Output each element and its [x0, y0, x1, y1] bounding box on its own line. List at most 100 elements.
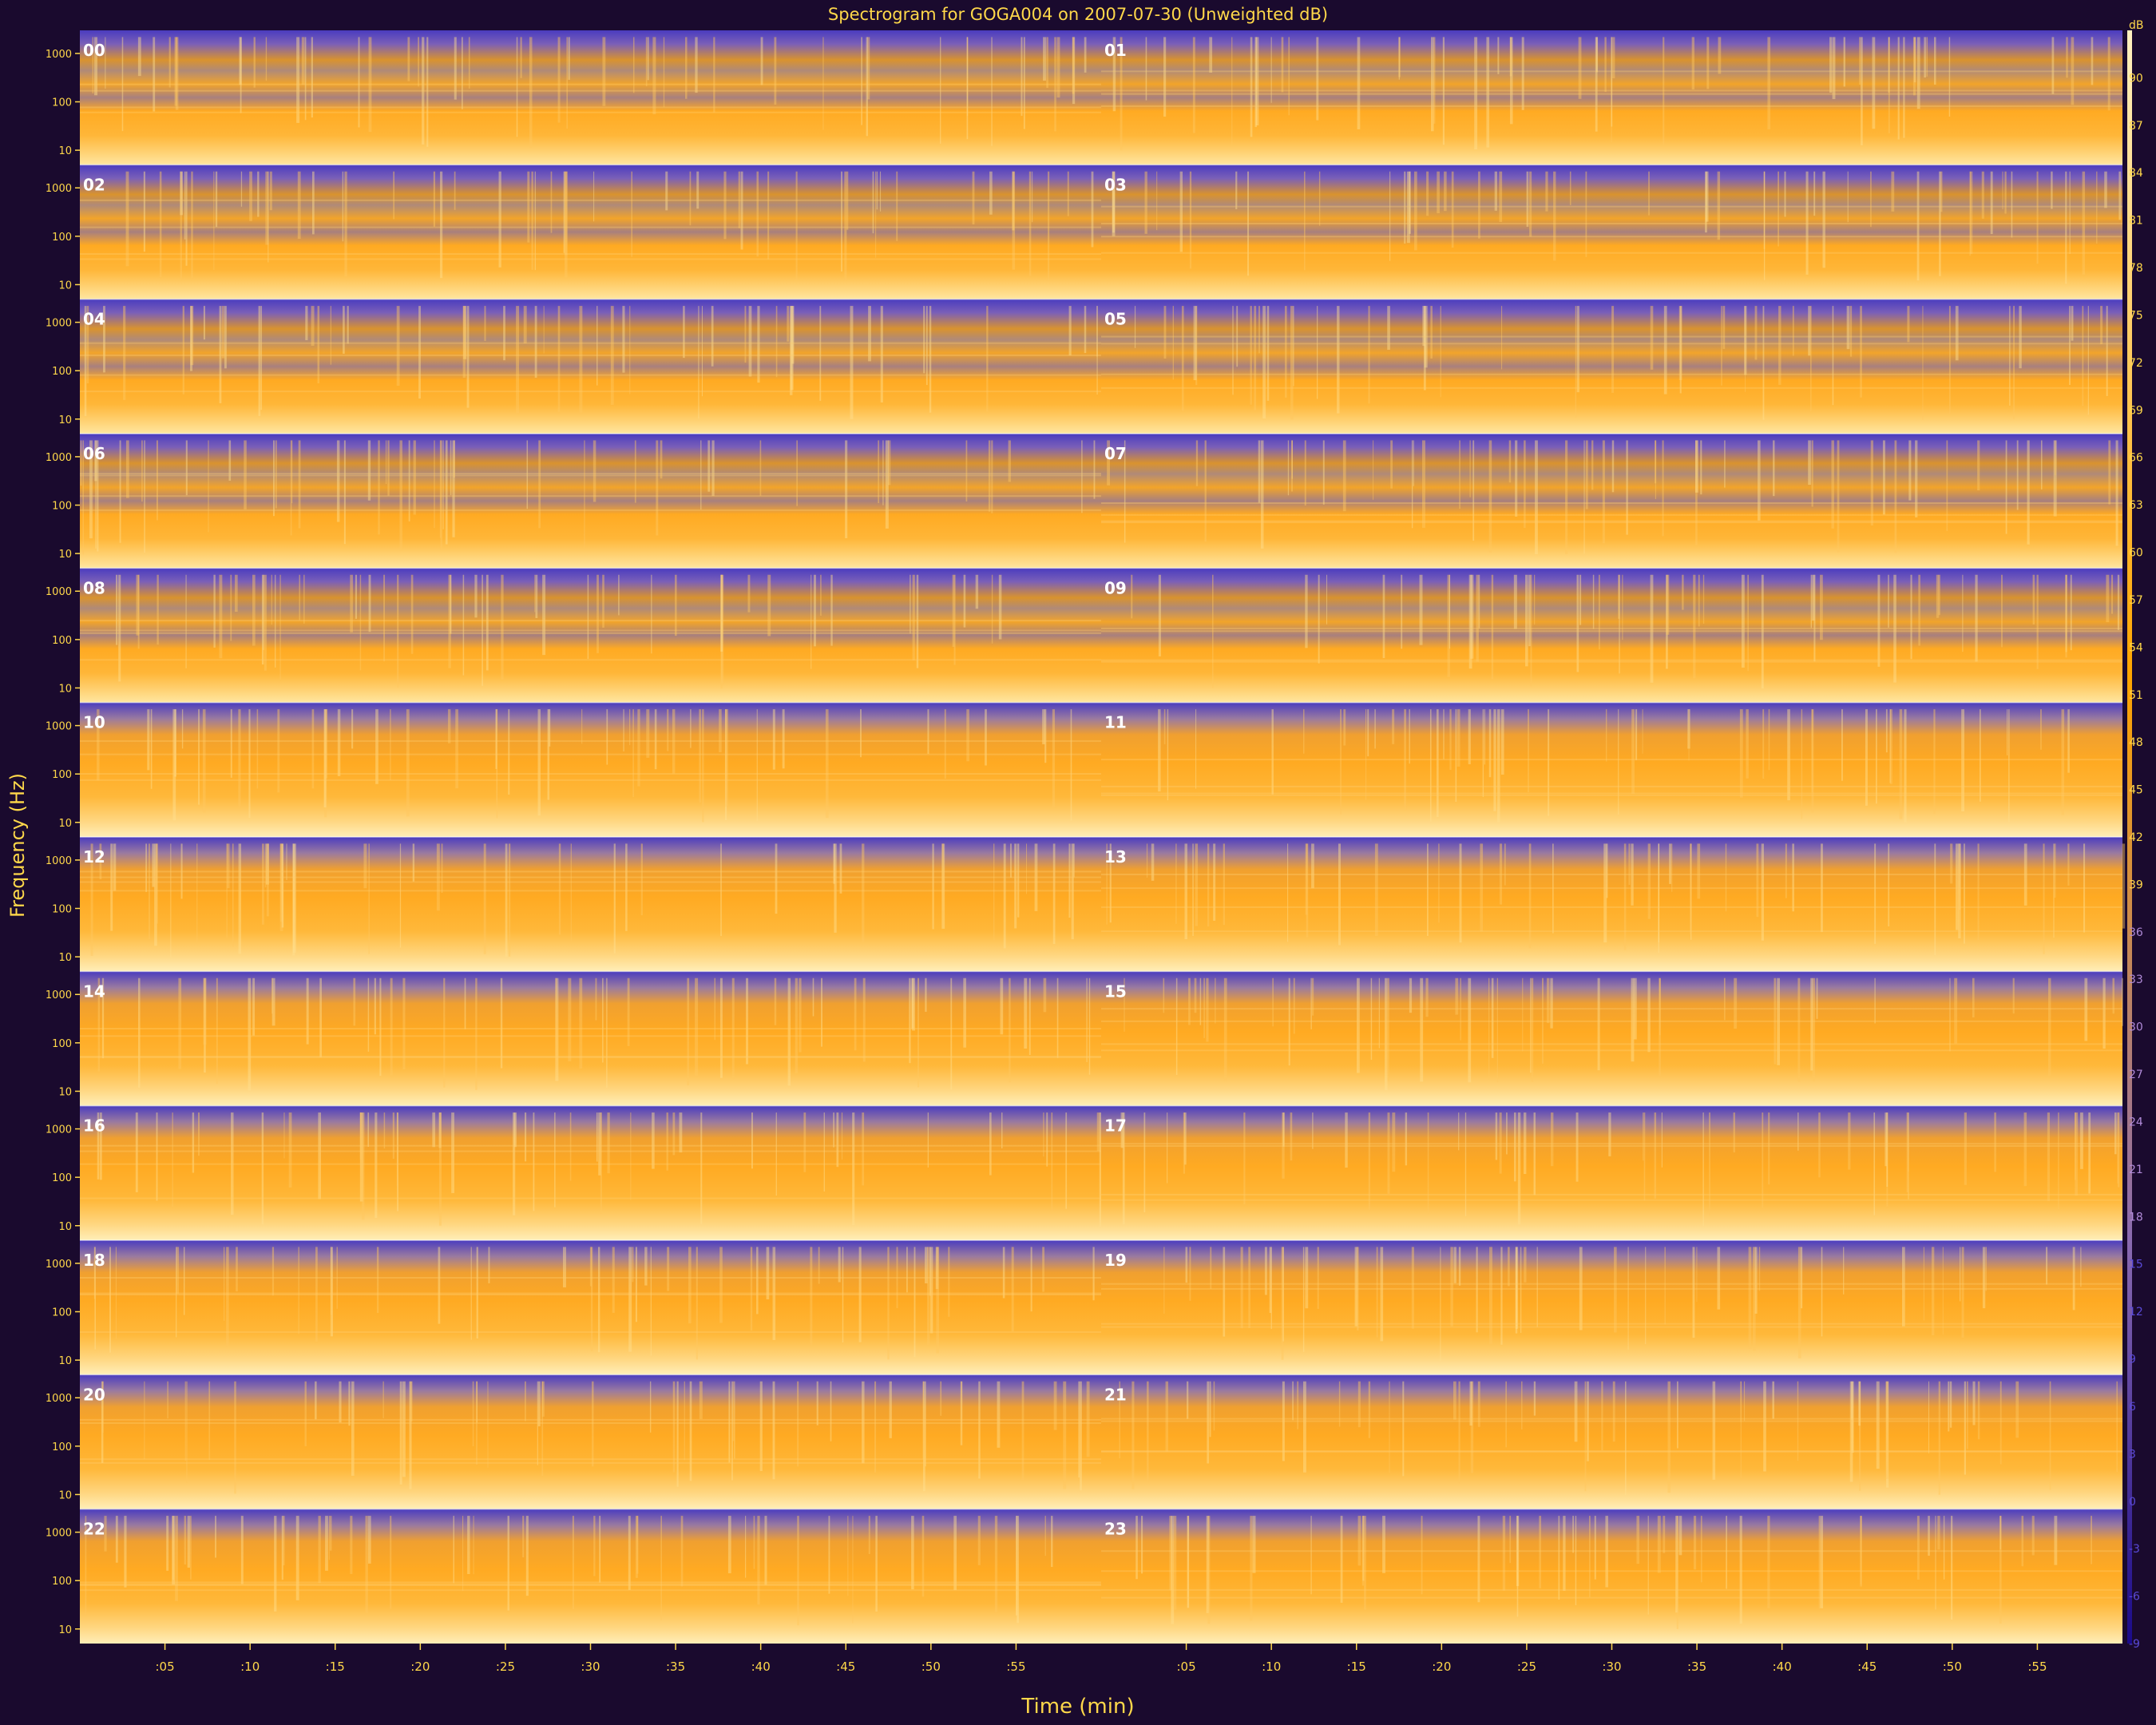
- y-tick-label: 100: [52, 366, 72, 378]
- spectrogram-panel-03: 03: [1101, 165, 2122, 299]
- colorbar-tick-label: 87: [2129, 120, 2143, 133]
- y-tick-label: 1000: [46, 183, 72, 195]
- y-tick-label: 100: [52, 97, 72, 109]
- y-tick-label: 1000: [46, 452, 72, 464]
- colorbar-tick-label: 90: [2129, 72, 2143, 85]
- colorbar-tick-label: 18: [2129, 1211, 2143, 1223]
- spectrogram-panel-01: 01: [1101, 30, 2122, 165]
- x-tick-label: :35: [1687, 1660, 1706, 1674]
- spectrogram-panel-09: 09: [1101, 568, 2122, 703]
- colorbar-tick-label: -6: [2129, 1591, 2140, 1604]
- x-tick-label: :15: [1347, 1660, 1366, 1674]
- x-tick-label: :45: [1857, 1660, 1877, 1674]
- x-tick-label: :40: [751, 1660, 771, 1674]
- y-tick-label: 10: [58, 1221, 72, 1233]
- y-tick-label: 10: [58, 414, 72, 426]
- x-tick-label: :20: [410, 1660, 430, 1674]
- colorbar-tick-label: 48: [2129, 736, 2143, 749]
- colorbar-tick-label: 6: [2129, 1401, 2136, 1414]
- colorbar-tick-label: 78: [2129, 262, 2143, 275]
- colorbar-tick-label: -9: [2129, 1638, 2140, 1651]
- colorbar-tick-label: 27: [2129, 1069, 2143, 1081]
- y-tick-label: 1000: [46, 1528, 72, 1540]
- y-tick-label: 100: [52, 1441, 72, 1453]
- hour-label-14: 14: [83, 981, 105, 1001]
- x-tick-label: :50: [1943, 1660, 1962, 1674]
- x-tick-label: :40: [1773, 1660, 1792, 1674]
- x-tick-label: :50: [921, 1660, 941, 1674]
- spectrogram-panel-07: 07: [1101, 434, 2122, 569]
- colorbar-tick-label: 24: [2129, 1116, 2143, 1128]
- hour-label-03: 03: [1104, 175, 1127, 194]
- colorbar-tick-label: 81: [2129, 215, 2143, 228]
- y-tick-label: 10: [58, 280, 72, 291]
- hour-label-12: 12: [83, 847, 105, 866]
- hour-label-22: 22: [83, 1520, 105, 1539]
- x-tick-label: :10: [1262, 1660, 1281, 1674]
- spectrogram-panel-15: 15: [1101, 971, 2123, 1106]
- x-tick-label: :45: [836, 1660, 855, 1674]
- colorbar-tick-label: 39: [2129, 878, 2143, 891]
- x-tick-label: :15: [326, 1660, 345, 1674]
- x-tick-label: :35: [666, 1660, 685, 1674]
- spectrogram-panel-21: 21: [1101, 1374, 2122, 1509]
- y-tick-label: 10: [58, 818, 72, 830]
- spectrogram-panel-08: 08: [80, 568, 1101, 703]
- y-tick-label: 10: [58, 683, 72, 695]
- y-tick-label: 10: [58, 1086, 72, 1098]
- hour-label-21: 21: [1104, 1385, 1127, 1404]
- y-tick-label: 100: [52, 1038, 72, 1050]
- y-tick-label: 100: [52, 501, 72, 513]
- colorbar-tick-label: 36: [2129, 926, 2143, 939]
- spectrogram-panel-10: 10: [80, 702, 1101, 837]
- colorbar-tick-label: 0: [2129, 1496, 2136, 1509]
- y-tick-label: 10: [58, 1624, 72, 1636]
- y-tick-label: 1000: [46, 721, 72, 733]
- spectrogram-panel-22: 22: [80, 1509, 1101, 1644]
- hour-label-09: 09: [1104, 578, 1127, 597]
- hour-label-11: 11: [1104, 713, 1127, 732]
- spectrogram-panel-14: 14: [80, 971, 1101, 1106]
- colorbar-tick-label: 75: [2129, 309, 2143, 322]
- colorbar-tick-label: 9: [2129, 1354, 2136, 1366]
- spectrogram-panel-18: 18: [80, 1240, 1101, 1375]
- colorbar-tick-label: 72: [2129, 357, 2143, 370]
- hour-label-18: 18: [83, 1251, 105, 1270]
- colorbar-tick-label: 57: [2129, 594, 2143, 607]
- colorbar-unit: dB: [2129, 19, 2144, 32]
- colorbar-tick-label: 12: [2129, 1306, 2143, 1319]
- spectrogram-panel-12: 12: [80, 837, 1101, 972]
- spectrogram-panel-19: 19: [1101, 1240, 2122, 1375]
- colorbar-tick-label: 84: [2129, 167, 2143, 180]
- x-axis-label: Time (min): [1021, 1695, 1135, 1719]
- colorbar-tick-label: 42: [2129, 831, 2143, 844]
- colorbar-tick-label: 3: [2129, 1448, 2136, 1461]
- y-tick-label: 10: [58, 1355, 72, 1367]
- x-tick-label: :55: [2027, 1660, 2047, 1674]
- spectrogram-panel-16: 16: [80, 1105, 1102, 1240]
- hour-label-06: 06: [83, 444, 105, 463]
- spectrogram-panel-05: 05: [1101, 299, 2122, 434]
- y-tick-label: 1000: [46, 1259, 72, 1271]
- x-tick-label: :10: [240, 1660, 260, 1674]
- x-tick-label: :25: [496, 1660, 515, 1674]
- y-tick-label: 1000: [46, 49, 72, 61]
- colorbar-tick-label: 30: [2129, 1021, 2143, 1034]
- hour-label-01: 01: [1104, 41, 1127, 60]
- colorbar-tick-label: 63: [2129, 499, 2143, 512]
- hour-label-15: 15: [1104, 981, 1127, 1001]
- hour-label-20: 20: [83, 1385, 105, 1404]
- colorbar-tick-label: 51: [2129, 689, 2143, 702]
- x-tick-label: :20: [1432, 1660, 1451, 1674]
- y-tick-label: 1000: [46, 318, 72, 330]
- colorbar-tick-label: 15: [2129, 1259, 2143, 1271]
- spectrogram-panel-20: 20: [80, 1374, 1101, 1509]
- y-tick-label: 1000: [46, 586, 72, 598]
- spectrogram-panel-13: 13: [1101, 837, 2126, 972]
- colorbar-tick-label: -3: [2129, 1543, 2140, 1556]
- spectrogram-panel-02: 02: [80, 165, 1101, 299]
- hour-label-04: 04: [83, 310, 105, 329]
- y-tick-label: 100: [52, 1172, 72, 1184]
- hour-label-08: 08: [83, 578, 105, 597]
